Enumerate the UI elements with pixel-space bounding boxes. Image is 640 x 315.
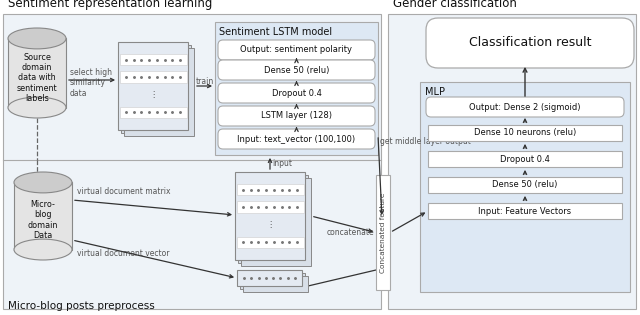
FancyBboxPatch shape xyxy=(428,151,622,167)
Text: get middle layer output: get middle layer output xyxy=(380,137,471,146)
FancyBboxPatch shape xyxy=(428,177,622,193)
Text: Dense 50 (relu): Dense 50 (relu) xyxy=(492,180,557,190)
Text: Micro-
blog
domain
Data: Micro- blog domain Data xyxy=(28,200,58,240)
Text: input: input xyxy=(272,159,292,168)
Text: train: train xyxy=(196,77,214,87)
FancyBboxPatch shape xyxy=(8,38,66,107)
FancyBboxPatch shape xyxy=(241,178,311,266)
Text: MLP: MLP xyxy=(425,87,445,97)
FancyBboxPatch shape xyxy=(243,276,308,292)
Text: Dense 50 (relu): Dense 50 (relu) xyxy=(264,66,329,75)
FancyBboxPatch shape xyxy=(428,203,622,219)
FancyBboxPatch shape xyxy=(121,45,191,133)
Text: Output: sentiment polarity: Output: sentiment polarity xyxy=(241,45,353,54)
Text: Dropout 0.4: Dropout 0.4 xyxy=(271,89,321,98)
FancyBboxPatch shape xyxy=(235,172,305,260)
FancyBboxPatch shape xyxy=(388,14,636,309)
Text: ⋮: ⋮ xyxy=(266,220,274,229)
FancyBboxPatch shape xyxy=(237,237,303,248)
FancyBboxPatch shape xyxy=(420,82,630,292)
FancyBboxPatch shape xyxy=(428,125,622,141)
Text: Input: text_vector (100,100): Input: text_vector (100,100) xyxy=(237,135,356,144)
Text: LSTM layer (128): LSTM layer (128) xyxy=(261,112,332,121)
Text: Sentiment representation learning: Sentiment representation learning xyxy=(8,0,212,10)
FancyBboxPatch shape xyxy=(237,201,303,213)
FancyBboxPatch shape xyxy=(237,184,303,195)
Text: concatenate: concatenate xyxy=(326,228,374,237)
FancyBboxPatch shape xyxy=(120,106,186,118)
FancyBboxPatch shape xyxy=(218,60,375,80)
Text: Output: Dense 2 (sigmoid): Output: Dense 2 (sigmoid) xyxy=(469,102,580,112)
FancyBboxPatch shape xyxy=(120,54,186,66)
Text: ⋮: ⋮ xyxy=(149,90,157,99)
FancyBboxPatch shape xyxy=(237,270,302,286)
FancyBboxPatch shape xyxy=(124,48,194,136)
Text: Gender classification: Gender classification xyxy=(393,0,517,10)
FancyBboxPatch shape xyxy=(3,14,381,309)
Text: virtual document matrix: virtual document matrix xyxy=(77,187,170,196)
Ellipse shape xyxy=(14,172,72,193)
FancyBboxPatch shape xyxy=(218,129,375,149)
Text: select high
similarity
data: select high similarity data xyxy=(70,68,112,98)
Text: Dropout 0.4: Dropout 0.4 xyxy=(500,154,550,163)
FancyBboxPatch shape xyxy=(376,175,390,290)
FancyBboxPatch shape xyxy=(426,97,624,117)
Text: Input: Feature Vectors: Input: Feature Vectors xyxy=(479,207,572,215)
FancyBboxPatch shape xyxy=(218,106,375,126)
FancyBboxPatch shape xyxy=(218,83,375,103)
Ellipse shape xyxy=(8,28,66,49)
Text: Source
domain
data with
sentiment
labels: Source domain data with sentiment labels xyxy=(17,53,58,103)
Text: Classification result: Classification result xyxy=(468,37,591,49)
Ellipse shape xyxy=(8,97,66,118)
FancyBboxPatch shape xyxy=(120,72,186,83)
FancyBboxPatch shape xyxy=(14,182,72,249)
Ellipse shape xyxy=(14,239,72,260)
FancyBboxPatch shape xyxy=(218,40,375,60)
Text: Dense 10 neurons (relu): Dense 10 neurons (relu) xyxy=(474,129,576,138)
FancyBboxPatch shape xyxy=(118,42,188,130)
Text: Sentiment LSTM model: Sentiment LSTM model xyxy=(219,27,332,37)
Text: Concatenated feature: Concatenated feature xyxy=(380,192,386,273)
Text: virtual document vector: virtual document vector xyxy=(77,249,170,258)
FancyBboxPatch shape xyxy=(215,22,378,155)
FancyBboxPatch shape xyxy=(238,175,308,263)
Text: Micro-blog posts preprocess: Micro-blog posts preprocess xyxy=(8,301,155,311)
FancyBboxPatch shape xyxy=(426,18,634,68)
FancyBboxPatch shape xyxy=(240,273,305,289)
